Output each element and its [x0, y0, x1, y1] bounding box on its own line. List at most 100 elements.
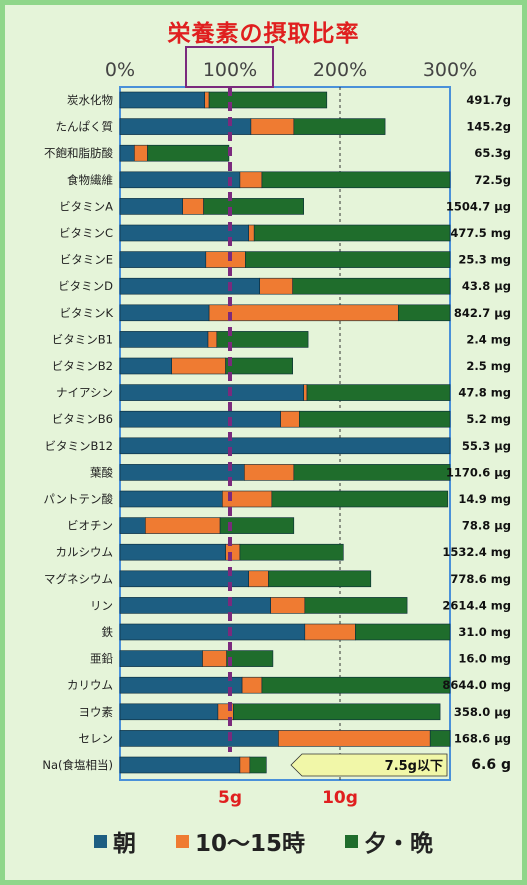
bar-segment — [303, 384, 308, 401]
bar-segment — [119, 437, 451, 455]
bar-segment — [119, 756, 241, 774]
salt-axis-label: 5g — [218, 788, 242, 808]
bar-segment — [298, 410, 451, 428]
bar-segment — [147, 144, 230, 162]
amount-label: 358.0 μg — [454, 705, 511, 719]
amount-label: 6.6 g — [471, 757, 511, 773]
amount-label: 43.8 μg — [462, 279, 511, 293]
bar-segment — [280, 410, 300, 428]
x-tick-label: 300% — [423, 59, 477, 81]
bar-segment — [249, 756, 267, 774]
amount-label: 2.5 mg — [466, 359, 511, 373]
bar-segment — [119, 144, 135, 162]
category-label: マグネシウム — [44, 572, 113, 586]
bar-segment — [248, 224, 255, 242]
bar-segment — [292, 277, 451, 295]
bar-segment — [355, 623, 451, 641]
category-label: カルシウム — [56, 545, 114, 559]
category-label: カリウム — [67, 678, 113, 692]
bar-segment — [271, 490, 449, 508]
legend-swatch-morning — [93, 834, 107, 848]
bar-segment — [119, 650, 203, 667]
bar-segment — [245, 251, 451, 268]
legend-item-morning: 朝 — [93, 824, 136, 858]
bar-segment — [119, 490, 223, 508]
bar-segment — [226, 650, 274, 667]
chart-title: 栄養素の摂取比率 — [167, 21, 360, 47]
amount-label: 1532.4 mg — [442, 545, 511, 559]
amount-label: 55.3 μg — [462, 439, 511, 453]
amount-label: 1504.7 μg — [446, 199, 511, 213]
bar-segment — [268, 570, 372, 588]
legend-swatch-snack — [175, 834, 189, 848]
bar-segment — [219, 517, 295, 534]
amount-label: 78.8 μg — [462, 519, 511, 533]
bar-segment — [253, 224, 451, 242]
bar-segment — [216, 331, 309, 348]
category-label: ビタミンD — [58, 279, 113, 293]
category-label: たんぱく質 — [56, 120, 114, 134]
amount-label: 65.3g — [474, 146, 511, 160]
amount-label: 14.9 mg — [458, 492, 511, 506]
amount-label: 2614.4 mg — [442, 598, 511, 612]
bar-segment — [293, 464, 451, 481]
category-label: リン — [90, 598, 113, 612]
bar-segment — [119, 384, 304, 401]
bar-segment — [119, 198, 184, 215]
bar-segment — [233, 703, 441, 721]
category-label: 鉄 — [102, 625, 114, 639]
x-tick-label: 200% — [313, 59, 367, 81]
amount-label: 2.4 mg — [466, 332, 511, 346]
category-label: 不飽和脂肪酸 — [44, 146, 113, 160]
amount-label: 25.3 mg — [458, 253, 511, 267]
chart-legend: 朝 10〜15時 夕・晩 — [0, 824, 527, 858]
amount-label: 47.8 mg — [458, 386, 511, 400]
category-label: 葉酸 — [90, 465, 113, 479]
legend-swatch-evening — [345, 834, 358, 848]
category-label: 亜鉛 — [90, 652, 113, 666]
bar-segment — [119, 730, 279, 747]
bar-segment — [182, 198, 204, 215]
bar-segment — [261, 171, 451, 189]
bar-segment — [145, 517, 221, 534]
amount-label: 842.7 μg — [454, 306, 511, 320]
bar-segment — [119, 703, 219, 721]
category-label: 食物繊維 — [67, 173, 113, 187]
bar-segment — [239, 543, 344, 561]
limit-annotation-label: 7.5g以下 — [385, 759, 443, 774]
category-label: ビタミンB2 — [52, 359, 113, 373]
bar-segment — [202, 650, 228, 667]
legend-label-snack: 10〜15時 — [194, 831, 305, 857]
bar-segment — [119, 331, 209, 348]
bar-segment — [244, 464, 295, 481]
bar-segment — [239, 171, 263, 189]
category-label: ビタミンB1 — [52, 332, 113, 346]
amount-label: 5.2 mg — [466, 412, 511, 426]
amount-label: 778.6 mg — [450, 572, 511, 586]
bar-segment — [241, 676, 263, 694]
bar-segment — [203, 198, 305, 215]
legend-label-morning: 朝 — [112, 831, 136, 857]
category-label: セレン — [79, 731, 114, 745]
bar-segment — [119, 357, 173, 375]
amount-label: 8644.0 mg — [442, 678, 511, 692]
bar-segment — [171, 357, 226, 375]
amount-label: 1170.6 μg — [446, 465, 511, 479]
bar-segment — [429, 730, 451, 747]
bar-segment — [119, 676, 243, 694]
bar-segment — [208, 304, 399, 322]
bar-segment — [397, 304, 451, 322]
bar-segment — [250, 118, 295, 135]
bar-segment — [119, 251, 207, 268]
bar-segment — [225, 357, 294, 375]
bar-segment — [204, 91, 210, 109]
x-tick-label: 0% — [105, 59, 135, 81]
category-label: ビタミンE — [60, 253, 113, 267]
bar-segment — [205, 251, 246, 268]
bar-segment — [119, 464, 245, 481]
bar-segment — [248, 570, 269, 588]
bar-segment — [239, 756, 251, 774]
amount-label: 72.5g — [474, 173, 511, 187]
limit-annotation-arrow — [290, 753, 448, 777]
